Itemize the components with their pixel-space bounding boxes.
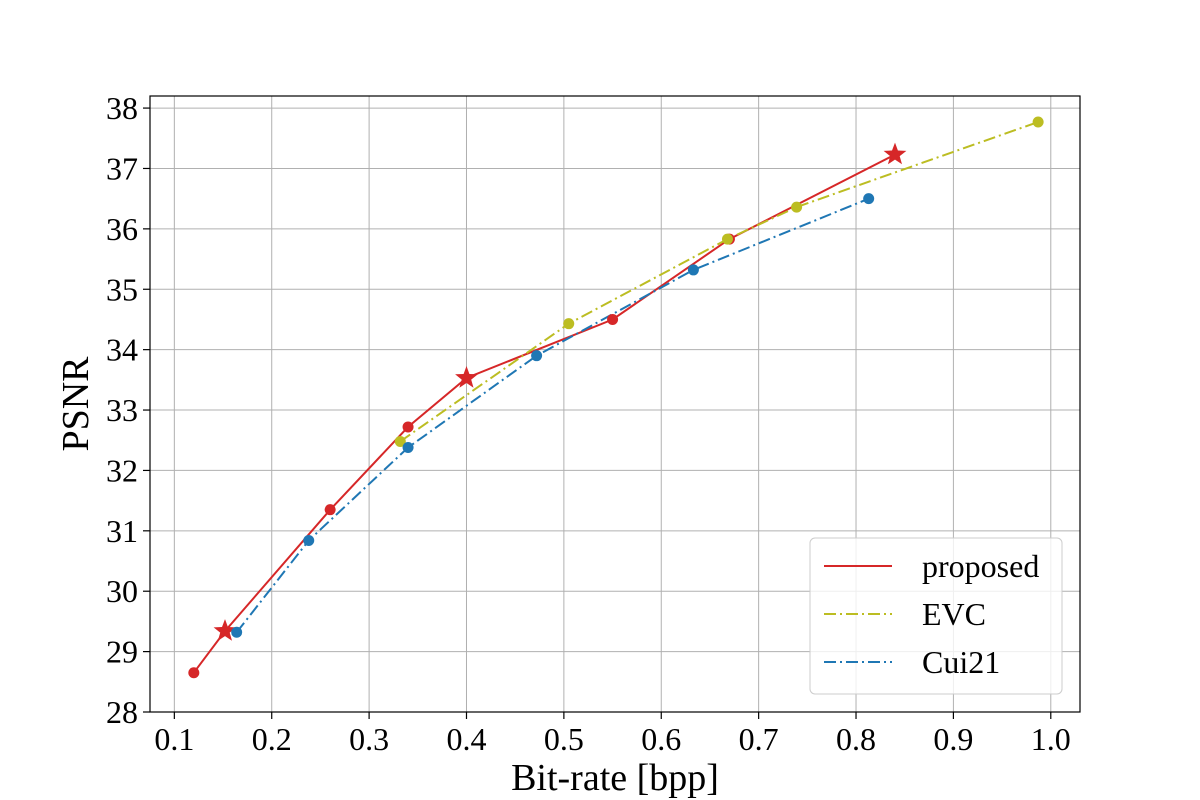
x-axis-title: Bit-rate [bpp]	[511, 757, 719, 799]
data-point-cui21	[402, 441, 414, 453]
y-tick-label: 36	[106, 211, 138, 247]
y-tick-label: 34	[106, 332, 138, 368]
x-tick-label: 0.3	[349, 721, 389, 757]
legend-label-cui21: Cui21	[922, 644, 1000, 680]
x-tick-label: 0.8	[836, 721, 876, 757]
data-point-evc	[1032, 116, 1044, 128]
legend-label-evc: EVC	[922, 596, 986, 632]
data-point-cui21	[303, 534, 315, 546]
series-line-cui21	[235, 197, 870, 633]
data-point-evc	[563, 318, 575, 330]
data-point-evc	[791, 201, 803, 213]
x-tick-label: 0.9	[933, 721, 973, 757]
data-point-cui21	[687, 264, 699, 276]
data-point-star-proposed	[455, 366, 478, 388]
y-tick-label: 38	[106, 90, 138, 126]
legend: proposed EVC Cui21	[809, 537, 1063, 695]
data-point-evc	[721, 233, 733, 245]
x-tick-label: 0.7	[739, 721, 779, 757]
data-point-proposed	[402, 421, 414, 433]
x-tick-label: 0.5	[544, 721, 584, 757]
data-point-proposed	[188, 667, 200, 679]
y-axis-title: PSNR	[55, 356, 97, 452]
y-tick-label: 37	[106, 150, 138, 186]
data-point-star-proposed	[883, 142, 907, 165]
y-tick-label: 31	[106, 513, 138, 549]
y-tick-label: 32	[106, 452, 138, 488]
x-tick-label: 0.6	[641, 721, 681, 757]
y-tick-label: 29	[106, 634, 138, 670]
y-tick-label: 30	[106, 573, 138, 609]
axis-tick-labels: 0.1 0.2 0.3 0.4 0.5 0.6 0.7 0.8 0.9 1.0 28 29 30 31 32…	[106, 90, 1071, 757]
series-line-proposed	[193, 153, 896, 674]
data-point-cui21	[863, 193, 875, 205]
plot-area-frame	[149, 95, 1081, 713]
data-point-proposed	[607, 313, 619, 325]
data-point-cui21	[531, 350, 543, 362]
y-tick-label: 28	[106, 694, 138, 730]
y-tick-label: 33	[106, 392, 138, 428]
x-tick-label: 0.4	[446, 721, 486, 757]
legend-box	[809, 537, 1063, 695]
data-point-cui21	[231, 626, 243, 638]
series-markers	[188, 116, 1044, 679]
axis-ticks	[143, 107, 1052, 719]
y-tick-label: 35	[106, 271, 138, 307]
x-tick-label: 0.1	[154, 721, 194, 757]
data-point-evc	[394, 435, 406, 447]
data-point-proposed	[324, 504, 336, 516]
data-point-star-proposed	[213, 619, 237, 641]
x-tick-label: 1.0	[1031, 721, 1071, 757]
legend-label-proposed: proposed	[922, 548, 1039, 584]
x-tick-label: 0.2	[252, 721, 292, 757]
series-line-evc	[399, 121, 1039, 443]
